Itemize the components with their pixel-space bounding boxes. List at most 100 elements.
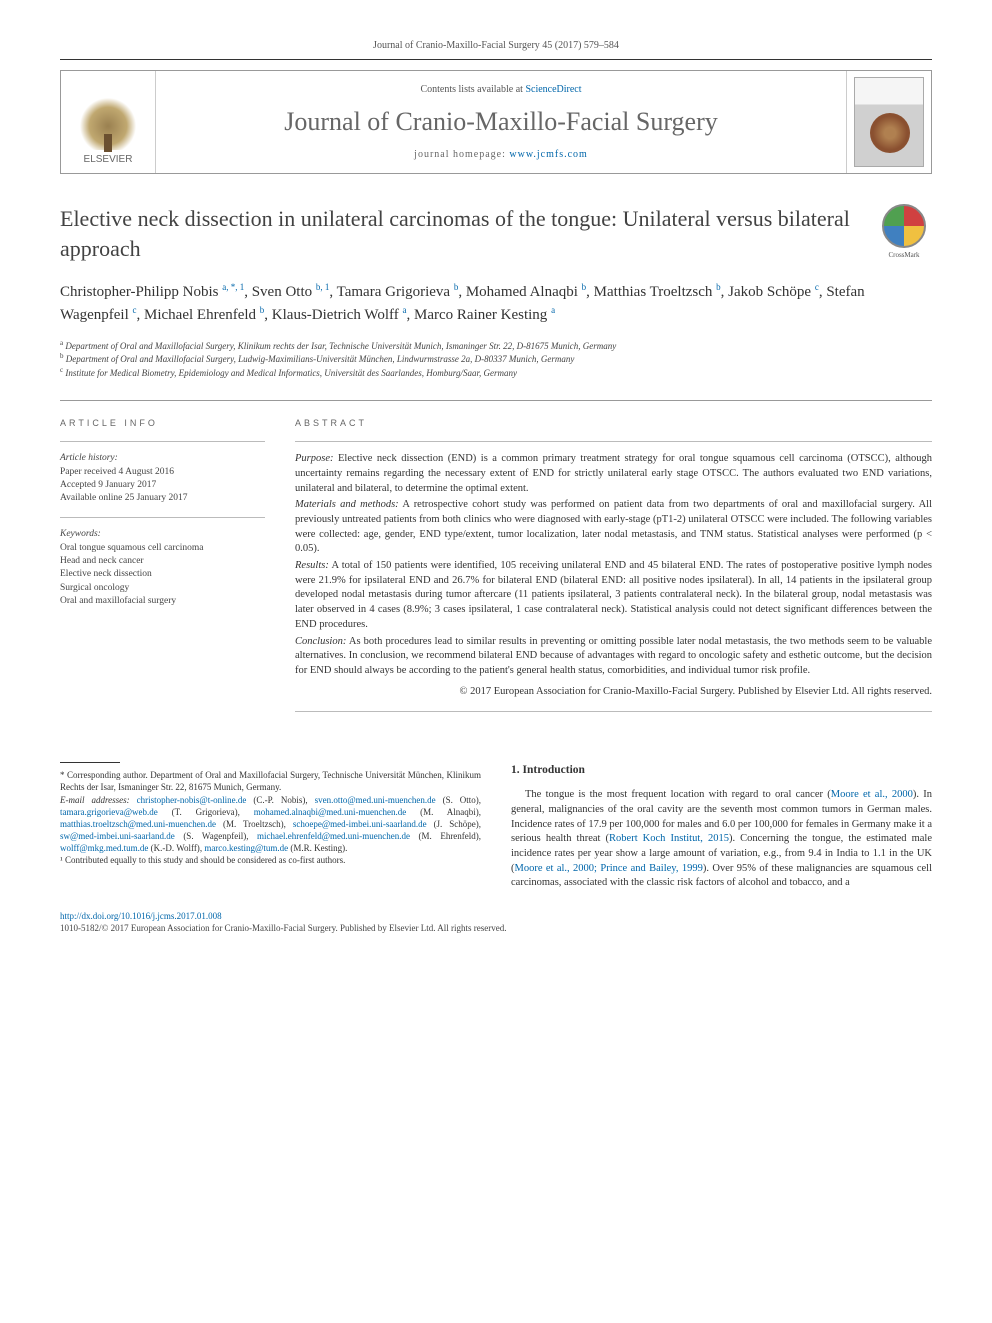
- keyword: Oral and maxillofacial surgery: [60, 595, 265, 608]
- purpose-label: Purpose:: [295, 453, 334, 464]
- affiliation: c Institute for Medical Biometry, Epidem…: [60, 366, 932, 380]
- author-email-link[interactable]: tamara.grigorieva@web.de: [60, 807, 158, 817]
- author-email-link[interactable]: matthias.troeltzsch@med.uni-muenchen.de: [60, 819, 216, 829]
- introduction-heading: 1. Introduction: [511, 762, 932, 778]
- sciencedirect-link[interactable]: ScienceDirect: [525, 84, 581, 95]
- body-columns: * Corresponding author. Department of Or…: [60, 762, 932, 891]
- left-column: * Corresponding author. Department of Or…: [60, 762, 481, 891]
- journal-name: Journal of Cranio-Maxillo-Facial Surgery: [176, 107, 826, 137]
- footnotes: * Corresponding author. Department of Or…: [60, 769, 481, 866]
- methods-label: Materials and methods:: [295, 499, 399, 510]
- footnote-rule: [60, 762, 120, 763]
- keyword: Elective neck dissection: [60, 568, 265, 581]
- keyword: Head and neck cancer: [60, 555, 265, 568]
- author-affil-sup: b: [716, 282, 721, 292]
- abstract-purpose: Purpose: Elective neck dissection (END) …: [295, 452, 932, 496]
- author: Matthias Troeltzsch b: [594, 284, 721, 300]
- cofirst-note: ¹ Contributed equally to this study and …: [60, 854, 481, 866]
- issn-copyright: 1010-5182/© 2017 European Association fo…: [60, 923, 932, 933]
- email-label: E-mail addresses:: [60, 795, 130, 805]
- author: Christopher-Philipp Nobis a, *, 1: [60, 284, 244, 300]
- email-owner: (C.-P. Nobis): [253, 795, 305, 805]
- conclusion-text: As both procedures lead to similar resul…: [295, 636, 932, 676]
- author-email-link[interactable]: marco.kesting@tum.de: [204, 843, 288, 853]
- running-header: Journal of Cranio-Maxillo-Facial Surgery…: [60, 40, 932, 51]
- introduction-paragraph: The tongue is the most frequent location…: [511, 788, 932, 891]
- author-affil-sup: b: [582, 282, 587, 292]
- author-affil-sup: a: [403, 305, 407, 315]
- affiliation: a Department of Oral and Maxillofacial S…: [60, 339, 932, 353]
- abstract-column: ABSTRACT Purpose: Elective neck dissecti…: [295, 417, 932, 723]
- abstract-conclusion: Conclusion: As both procedures lead to s…: [295, 635, 932, 679]
- doi-link[interactable]: http://dx.doi.org/10.1016/j.jcms.2017.01…: [60, 911, 222, 921]
- keyword: Surgical oncology: [60, 582, 265, 595]
- info-rule-2: [60, 517, 265, 518]
- email-addresses: E-mail addresses: christopher-nobis@t-on…: [60, 794, 481, 855]
- author-affil-sup: b: [260, 305, 265, 315]
- citation-link-3[interactable]: Moore et al., 2000; Prince and Bailey, 1…: [515, 863, 703, 874]
- article-info-column: ARTICLE INFO Article history: Paper rece…: [60, 417, 265, 723]
- affiliation: b Department of Oral and Maxillofacial S…: [60, 352, 932, 366]
- email-owner: (M. Troeltzsch): [223, 819, 284, 829]
- abstract-results: Results: A total of 150 patients were id…: [295, 559, 932, 632]
- email-owner: (S. Otto): [443, 795, 479, 805]
- author-affil-sup: b, 1: [316, 282, 330, 292]
- author: Jakob Schöpe c: [728, 284, 819, 300]
- author-email-link[interactable]: sven.otto@med.uni-muenchen.de: [315, 795, 436, 805]
- abstract-methods: Materials and methods: A retrospective c…: [295, 498, 932, 557]
- author-affil-sup: a, *, 1: [222, 282, 244, 292]
- abstract-rule: [295, 441, 932, 442]
- abstract-bottom-rule: [295, 711, 932, 712]
- abstract-heading: ABSTRACT: [295, 417, 932, 430]
- email-owner: (J. Schöpe): [434, 819, 479, 829]
- journal-homepage-line: journal homepage: www.jcmfs.com: [176, 149, 826, 160]
- article-history-label: Article history:: [60, 452, 265, 465]
- author-email-link[interactable]: mohamed.alnaqbi@med.uni-muenchen.de: [254, 807, 407, 817]
- info-rule: [60, 441, 265, 442]
- author: Sven Otto b, 1: [252, 284, 330, 300]
- history-lines: Paper received 4 August 2016Accepted 9 J…: [60, 466, 265, 506]
- conclusion-label: Conclusion:: [295, 636, 346, 647]
- contents-available-line: Contents lists available at ScienceDirec…: [176, 84, 826, 95]
- elsevier-label: ELSEVIER: [84, 154, 133, 165]
- keywords-label: Keywords:: [60, 528, 265, 541]
- crossmark-icon: [882, 204, 926, 248]
- homepage-prefix: journal homepage:: [414, 149, 509, 160]
- email-owner: (M. Alnaqbi): [420, 807, 479, 817]
- journal-homepage-link[interactable]: www.jcmfs.com: [509, 149, 587, 160]
- author-email-link[interactable]: wolff@mkg.med.tum.de: [60, 843, 148, 853]
- journal-masthead: ELSEVIER Contents lists available at Sci…: [60, 70, 932, 174]
- author-email-link[interactable]: schoepe@med-imbei.uni-saarland.de: [293, 819, 427, 829]
- intro-text-1: The tongue is the most frequent location…: [525, 789, 831, 800]
- author-list: Christopher-Philipp Nobis a, *, 1, Sven …: [60, 281, 932, 327]
- results-label: Results:: [295, 560, 329, 571]
- citation-link-1[interactable]: Moore et al., 2000: [831, 789, 913, 800]
- email-owner: (M.R. Kesting): [290, 843, 345, 853]
- crossmark-label: CrossMark: [876, 251, 932, 259]
- contents-prefix: Contents lists available at: [420, 84, 525, 95]
- author-email-link[interactable]: michael.ehrenfeld@med.uni-muenchen.de: [257, 831, 410, 841]
- author-affil-sup: b: [454, 282, 459, 292]
- journal-cover-cell: [846, 71, 931, 173]
- crossmark-badge[interactable]: CrossMark: [876, 204, 932, 259]
- corr-label: * Corresponding author.: [60, 770, 148, 780]
- author-email-link[interactable]: christopher-nobis@t-online.de: [137, 795, 247, 805]
- results-text: A total of 150 patients were identified,…: [295, 560, 932, 630]
- elsevier-tree-icon: [78, 90, 138, 150]
- masthead-center: Contents lists available at ScienceDirec…: [156, 71, 846, 173]
- history-line: Available online 25 January 2017: [60, 492, 265, 505]
- author-affil-sup: c: [133, 305, 137, 315]
- abstract-copyright: © 2017 European Association for Cranio-M…: [295, 685, 932, 700]
- doi-line: http://dx.doi.org/10.1016/j.jcms.2017.01…: [60, 911, 932, 921]
- author: Tamara Grigorieva b: [337, 284, 459, 300]
- citation-link-2[interactable]: Robert Koch Institut, 2015: [609, 833, 729, 844]
- author: Klaus-Dietrich Wolff a: [272, 307, 407, 323]
- email-owner: (K.-D. Wolff): [151, 843, 200, 853]
- author: Marco Rainer Kesting a: [414, 307, 555, 323]
- keyword: Oral tongue squamous cell carcinoma: [60, 542, 265, 555]
- history-line: Accepted 9 January 2017: [60, 479, 265, 492]
- author-email-link[interactable]: sw@med-imbei.uni-saarland.de: [60, 831, 175, 841]
- email-owner: (S. Wagenpfeil): [183, 831, 246, 841]
- article-info-heading: ARTICLE INFO: [60, 417, 265, 430]
- author-affil-sup: c: [815, 282, 819, 292]
